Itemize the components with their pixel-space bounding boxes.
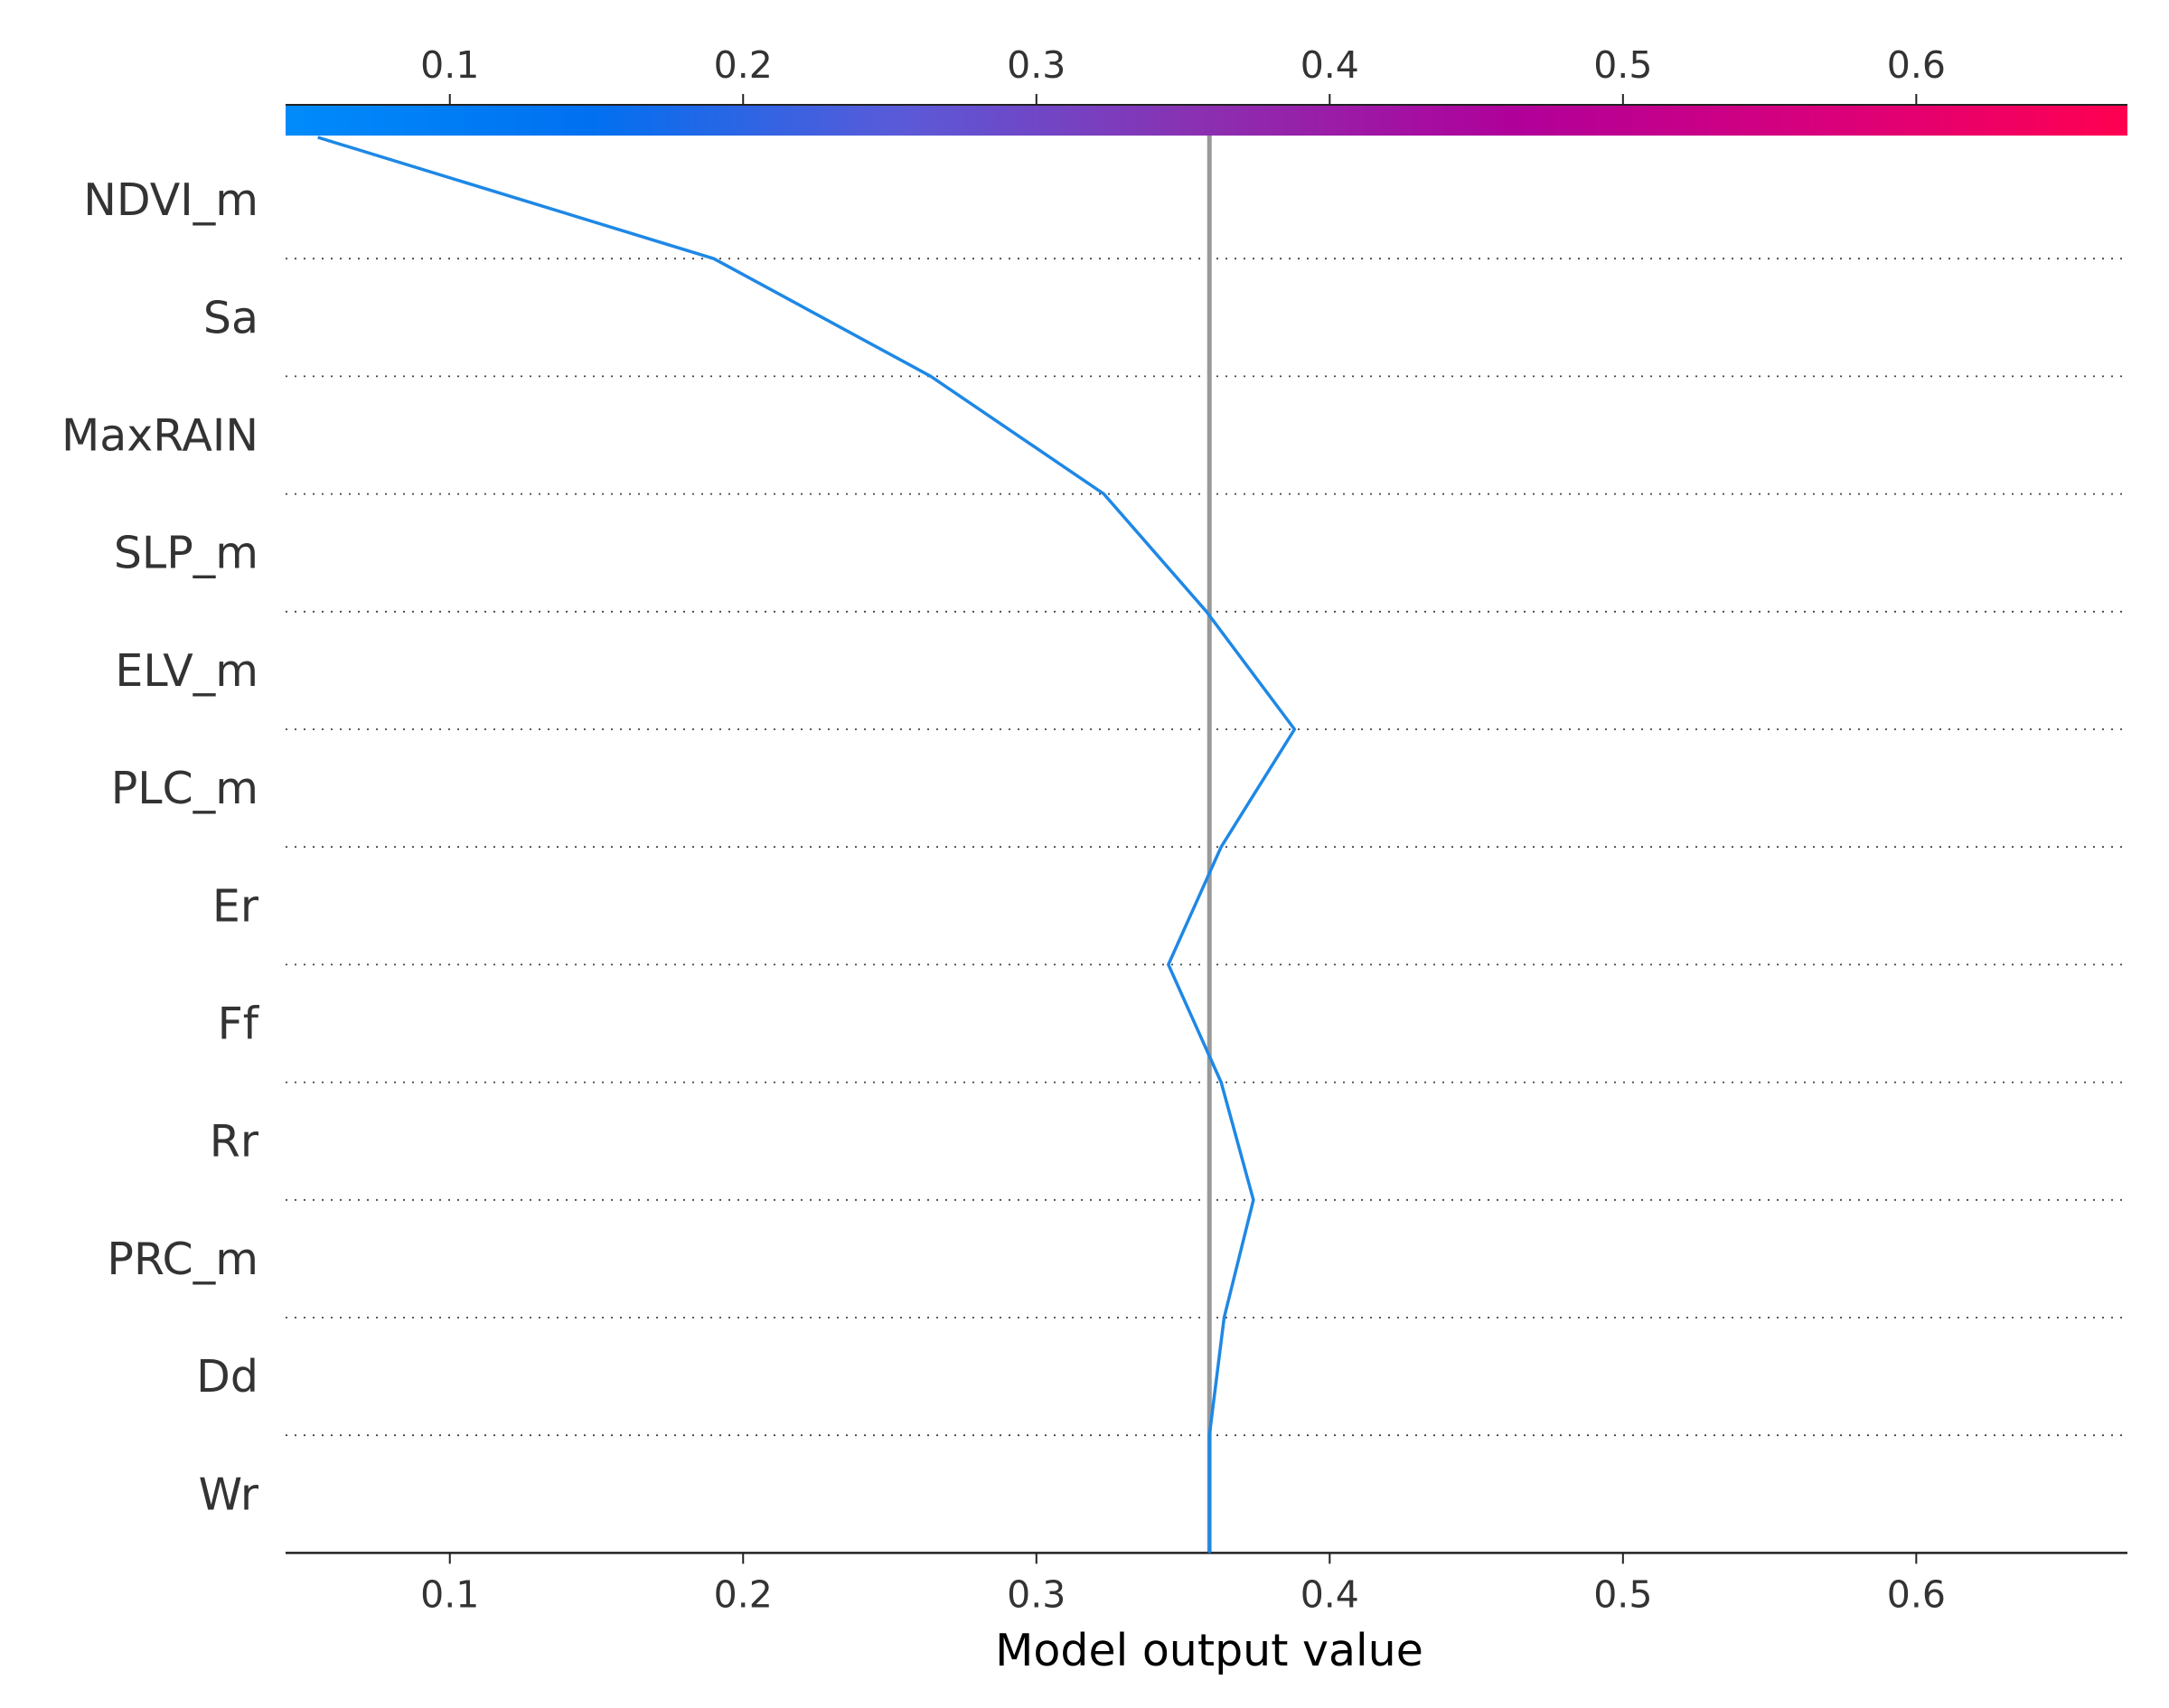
bottom-tick-label: 0.5 bbox=[1593, 1572, 1652, 1616]
top-tick-label: 0.2 bbox=[714, 43, 773, 87]
feature-label-dd: Dd bbox=[196, 1351, 258, 1403]
colorbar bbox=[286, 105, 2127, 136]
bottom-tick-label: 0.4 bbox=[1300, 1572, 1359, 1616]
top-tick-label: 0.3 bbox=[1007, 43, 1066, 87]
feature-label-slp-m: SLP_m bbox=[114, 528, 258, 579]
feature-label-maxrain: MaxRAIN bbox=[61, 410, 258, 462]
top-tick-label: 0.4 bbox=[1300, 43, 1359, 87]
top-tick-label: 0.6 bbox=[1887, 43, 1946, 87]
feature-label-rr: Rr bbox=[210, 1116, 259, 1168]
top-tick-label: 0.1 bbox=[420, 43, 479, 87]
feature-label-plc-m: PLC_m bbox=[111, 763, 258, 814]
feature-label-prc-m: PRC_m bbox=[107, 1234, 258, 1285]
x-axis-title: Model output value bbox=[995, 1625, 1423, 1676]
bottom-tick-label: 0.1 bbox=[420, 1572, 479, 1616]
feature-label-sa: Sa bbox=[203, 292, 258, 343]
feature-label-er: Er bbox=[212, 880, 259, 932]
feature-label-ff: Ff bbox=[218, 999, 260, 1050]
bottom-tick-label: 0.2 bbox=[714, 1572, 773, 1616]
feature-label-elv-m: ELV_m bbox=[115, 645, 258, 697]
decision-path-line bbox=[317, 136, 1297, 1553]
bottom-tick-label: 0.3 bbox=[1007, 1572, 1066, 1616]
top-tick-label: 0.5 bbox=[1593, 43, 1652, 87]
bottom-tick-label: 0.6 bbox=[1887, 1572, 1946, 1616]
feature-label-wr: Wr bbox=[199, 1469, 259, 1520]
feature-label-ndvi-m: NDVI_m bbox=[83, 174, 258, 226]
